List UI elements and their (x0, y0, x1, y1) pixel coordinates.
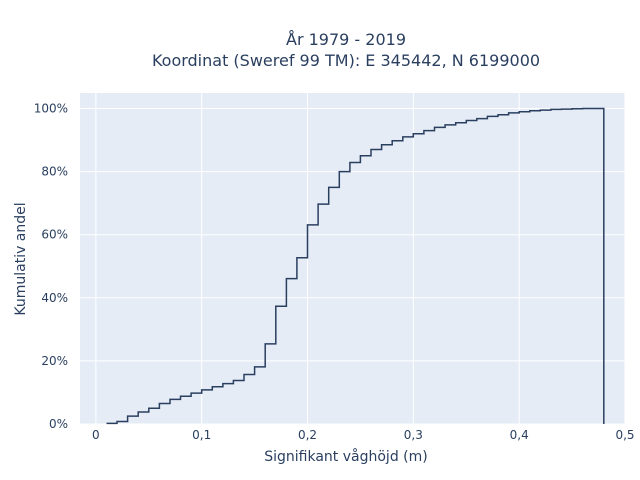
chart-title-line1: År 1979 - 2019 (286, 30, 406, 49)
plot-background (80, 93, 625, 424)
x-tick-label: 0,4 (510, 428, 529, 442)
chart-title-line2: Koordinat (Sweref 99 TM): E 345442, N 61… (152, 51, 540, 70)
x-tick-label: 0,3 (404, 428, 423, 442)
x-tick-label: 0,5 (615, 428, 634, 442)
cdf-step-line (106, 107, 605, 425)
y-tick-label: 100% (34, 102, 68, 116)
y-tick-label: 20% (41, 354, 68, 368)
y-tick-label: 60% (41, 228, 68, 242)
x-tick-label: 0,1 (192, 428, 211, 442)
y-tick-label: 80% (41, 165, 68, 179)
y-axis-title: Kumulativ andel (13, 202, 29, 315)
x-tick-label: 0,2 (298, 428, 317, 442)
y-tick-label: 0% (49, 417, 68, 431)
x-tick-label: 0 (92, 428, 100, 442)
x-axis-title: Signifikant våghöjd (m) (264, 448, 427, 465)
y-tick-label: 40% (41, 291, 68, 305)
